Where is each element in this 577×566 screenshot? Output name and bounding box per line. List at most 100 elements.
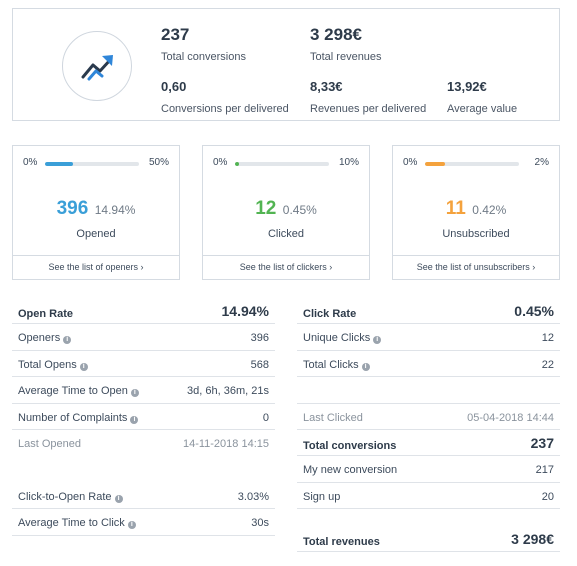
total-clicks-value: 22 xyxy=(541,358,554,371)
last-clicked-row: Last Clicked 05-04-2018 14:44 xyxy=(297,404,560,430)
total-conversions-stat: 237 Total conversions xyxy=(161,25,246,64)
unsubscribed-bar-fill xyxy=(425,162,445,166)
complaints-label-wrap: Number of Complaints i xyxy=(18,411,139,424)
clicked-label: Clicked xyxy=(267,228,305,240)
complaints-label: Number of Complaints xyxy=(18,411,128,424)
average-value-label: Average value xyxy=(447,103,518,115)
info-icon[interactable]: i xyxy=(130,389,139,398)
total-conversions-value: 237 xyxy=(161,25,190,44)
openers-label: Openers xyxy=(18,332,61,345)
complaints-row: Number of Complaints i 0 xyxy=(12,404,275,430)
click-rate-label: Click Rate xyxy=(303,308,357,320)
unique-clicks-value: 12 xyxy=(541,332,554,345)
clicked-card: 0% 10% 12 0.45% Clicked See the list of … xyxy=(202,145,370,280)
clicked-progress: 0% 10% xyxy=(213,157,359,171)
unsubscribed-bar-max: 2% xyxy=(534,157,549,168)
info-icon[interactable]: i xyxy=(114,494,123,503)
my-new-conversion-row: My new conversion 217 xyxy=(297,456,560,483)
info-icon[interactable]: i xyxy=(373,336,382,345)
conversions-per-delivered-value: 0,60 xyxy=(161,79,187,94)
avg-time-open-label-wrap: Average Time to Open i xyxy=(18,385,139,398)
avg-time-open-label: Average Time to Open xyxy=(18,385,128,398)
opened-label: Opened xyxy=(76,228,116,240)
opened-card: 0% 50% 396 14.94% Opened See the list of… xyxy=(12,145,180,280)
clicked-bar-min: 0% xyxy=(213,157,228,168)
clicked-metric: 12 0.45% xyxy=(203,198,369,220)
total-clicks-label: Total Clicks xyxy=(303,358,359,371)
openers-row: Openers i 396 xyxy=(12,324,275,351)
clicked-count: 12 xyxy=(255,198,277,219)
see-openers-link[interactable]: See the list of openers › xyxy=(13,255,179,279)
conversions-per-delivered-label: Conversions per delivered xyxy=(161,103,289,115)
unsubscribed-card: 0% 2% 11 0.42% Unsubscribed See the list… xyxy=(392,145,560,280)
last-clicked-label: Last Clicked xyxy=(303,411,363,424)
total-opens-row: Total Opens i 568 xyxy=(12,351,275,378)
unsubscribed-percent: 0.42% xyxy=(472,203,507,217)
total-revenues-row-value: 3 298€ xyxy=(511,530,554,547)
click-to-open-label-wrap: Click-to-Open Rate i xyxy=(18,491,123,503)
info-icon[interactable]: i xyxy=(130,415,139,424)
total-clicks-row: Total Clicks i 22 xyxy=(297,351,560,378)
conversion-logo xyxy=(62,31,132,101)
see-clickers-link[interactable]: See the list of clickers › xyxy=(203,255,369,279)
revenues-per-delivered-value: 8,33€ xyxy=(310,79,343,94)
opened-bar-fill xyxy=(45,162,74,166)
total-opens-label-wrap: Total Opens i xyxy=(18,359,88,371)
info-icon[interactable]: i xyxy=(63,336,72,345)
unique-clicks-label-wrap: Unique Clicks i xyxy=(303,332,382,345)
total-revenues-row: Total revenues 3 298€ xyxy=(297,526,560,552)
openers-label-wrap: Openers i xyxy=(18,332,72,345)
spacer-row xyxy=(12,456,275,482)
unsubscribed-label: Unsubscribed xyxy=(442,228,510,240)
total-revenues-stat: 3 298€ Total revenues xyxy=(310,25,382,64)
unsubscribed-metric: 11 0.42% xyxy=(393,198,559,220)
clicked-bar-track xyxy=(235,162,329,166)
last-clicked-value: 05-04-2018 14:44 xyxy=(467,411,554,424)
unsubscribed-progress: 0% 2% xyxy=(403,157,549,171)
opened-bar-track xyxy=(45,162,139,166)
opened-metric: 396 14.94% xyxy=(13,198,179,220)
avg-time-click-label-wrap: Average Time to Click i xyxy=(18,517,136,530)
clicked-percent: 0.45% xyxy=(282,203,317,217)
info-icon[interactable]: i xyxy=(361,362,370,371)
opened-percent: 14.94% xyxy=(94,203,136,217)
unsubscribed-count: 11 xyxy=(445,198,466,219)
conversion-summary-panel: 237 Total conversions 3 298€ Total reven… xyxy=(12,8,560,121)
complaints-value: 0 xyxy=(262,411,269,424)
total-clicks-label-wrap: Total Clicks i xyxy=(303,359,370,371)
opened-count: 396 xyxy=(56,198,89,219)
click-stats-table: Click Rate 0.45% Unique Clicks i 12 Total… xyxy=(297,298,560,552)
avg-time-click-label: Average Time to Click xyxy=(18,517,125,530)
unique-clicks-row: Unique Clicks i 12 xyxy=(297,324,560,351)
sign-up-row: Sign up 20 xyxy=(297,483,560,510)
click-to-open-row: Click-to-Open Rate i 3.03% xyxy=(12,483,275,510)
conversions-per-delivered-stat: 0,60 Conversions per delivered xyxy=(161,77,289,116)
avg-time-click-row: Average Time to Click i 30s xyxy=(12,509,275,536)
sign-up-value: 20 xyxy=(541,490,554,503)
open-rate-row: Open Rate 14.94% xyxy=(12,298,275,325)
open-stats-table: Open Rate 14.94% Openers i 396 Total Open… xyxy=(12,298,275,536)
average-value-stat: 13,92€ Average value xyxy=(447,77,517,116)
click-rate-value: 0.45% xyxy=(514,303,554,319)
total-conversions-row-value: 237 xyxy=(530,434,554,451)
total-revenues-label: Total revenues xyxy=(310,51,382,63)
unique-clicks-label: Unique Clicks xyxy=(303,332,371,345)
unsubscribed-bar-track xyxy=(425,162,519,166)
click-to-open-value: 3.03% xyxy=(237,490,269,503)
last-opened-label: Last Opened xyxy=(18,437,81,450)
last-opened-row: Last Opened 14-11-2018 14:15 xyxy=(12,430,275,456)
clicked-bar-fill xyxy=(235,162,240,166)
open-rate-value: 14.94% xyxy=(221,303,269,319)
opened-progress: 0% 50% xyxy=(23,157,169,171)
total-conversions-row-label: Total conversions xyxy=(303,439,397,452)
clicked-bar-max: 10% xyxy=(338,157,359,168)
opened-bar-min: 0% xyxy=(23,157,38,168)
info-icon[interactable]: i xyxy=(79,362,88,371)
revenues-per-delivered-label: Revenues per delivered xyxy=(310,103,427,115)
revenues-per-delivered-stat: 8,33€ Revenues per delivered xyxy=(310,77,426,116)
my-new-conversion-value: 217 xyxy=(535,464,554,477)
info-icon[interactable]: i xyxy=(127,521,136,530)
avg-time-click-value: 30s xyxy=(251,517,269,530)
average-value-value: 13,92€ xyxy=(447,79,487,94)
see-unsubscribers-link[interactable]: See the list of unsubscribers › xyxy=(393,255,559,279)
